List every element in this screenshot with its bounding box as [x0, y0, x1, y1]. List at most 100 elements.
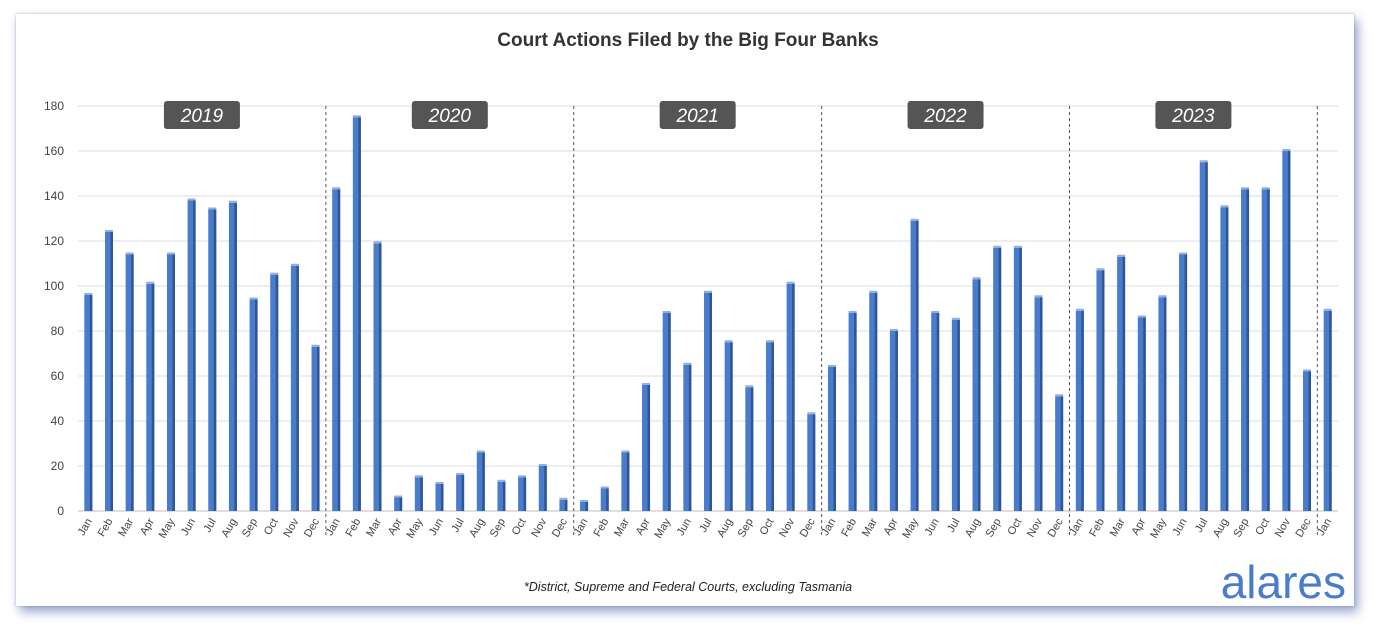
- bar-12: [332, 189, 341, 511]
- bar-top-32: [745, 385, 754, 388]
- bar-shade-55: [1225, 207, 1229, 511]
- x-tick-label-45: Oct: [1005, 517, 1024, 538]
- bar-shade-38: [874, 292, 878, 511]
- bar-14: [373, 243, 382, 511]
- x-tick-label-52: May: [1148, 516, 1169, 540]
- bar-shade-35: [812, 414, 816, 511]
- x-tick-label-3: Apr: [138, 516, 157, 537]
- bar-top-37: [848, 311, 857, 313]
- x-tick-label-33: Oct: [758, 517, 777, 538]
- y-tick-label-5: 100: [44, 279, 64, 293]
- year-label-2020: 2020: [428, 106, 472, 127]
- bar-shade-13: [358, 117, 361, 511]
- year-label-2021: 2021: [676, 106, 719, 127]
- x-tick-label-10: Nov: [281, 516, 301, 539]
- bar-top-13: [352, 115, 361, 118]
- bar-3: [146, 283, 155, 511]
- bar-top-43: [972, 277, 981, 280]
- bar-35: [807, 414, 816, 511]
- x-tick-label-7: Aug: [219, 517, 239, 540]
- bar-shade-0: [89, 295, 93, 511]
- x-tick-label-58: Nov: [1273, 516, 1293, 539]
- x-tick-label-13: Feb: [344, 517, 364, 539]
- bar-shade-22: [544, 466, 547, 511]
- bar-top-53: [1179, 252, 1188, 255]
- bar-top-19: [476, 450, 485, 453]
- bar-59: [1303, 371, 1312, 511]
- bar-top-15: [394, 495, 403, 498]
- bar-shade-23: [564, 499, 568, 511]
- bar-shade-54: [1205, 162, 1208, 511]
- x-tick-label-59: Dec: [1293, 516, 1313, 539]
- bar-18: [456, 475, 465, 511]
- bar-top-24: [580, 500, 589, 502]
- bar-top-56: [1241, 187, 1250, 190]
- x-tick-label-4: May: [157, 516, 178, 540]
- bar-19: [476, 452, 485, 511]
- x-tick-label-57: Oct: [1253, 517, 1272, 538]
- year-badge-2023: [1155, 101, 1232, 129]
- x-tick-label-14: Mar: [364, 516, 384, 539]
- bar-top-10: [290, 263, 299, 266]
- bar-45: [1013, 247, 1022, 511]
- bar-top-26: [621, 450, 630, 453]
- bar-23: [559, 499, 568, 511]
- bar-shade-6: [213, 209, 217, 511]
- y-tick-label-9: 180: [44, 99, 64, 113]
- bar-top-27: [642, 383, 651, 385]
- bar-top-38: [869, 290, 878, 293]
- bar-top-30: [704, 290, 712, 293]
- bar-shade-20: [502, 481, 506, 511]
- x-tick-label-1: Feb: [96, 517, 116, 539]
- bar-46: [1034, 297, 1043, 511]
- x-tick-label-50: Mar: [1108, 516, 1128, 539]
- bar-top-59: [1303, 369, 1312, 372]
- x-tick-label-38: Mar: [860, 516, 880, 539]
- bar-top-25: [600, 486, 609, 489]
- bar-shade-33: [771, 342, 774, 511]
- bar-shade-16: [420, 477, 423, 511]
- chart-footnote: *District, Supreme and Federal Courts, e…: [524, 580, 852, 594]
- y-tick-label-2: 40: [51, 414, 65, 428]
- x-tick-label-25: Feb: [591, 517, 611, 539]
- bar-27: [642, 385, 651, 511]
- bar-49: [1096, 270, 1105, 511]
- bar-top-60: [1323, 308, 1332, 311]
- x-tick-label-42: Jul: [945, 517, 962, 535]
- bar-top-0: [84, 293, 93, 295]
- bar-25: [600, 488, 609, 511]
- bar-shade-12: [337, 189, 341, 511]
- bar-top-28: [662, 311, 671, 313]
- x-tick-label-29: Jun: [675, 517, 694, 538]
- bar-shade-41: [936, 313, 940, 511]
- bar-shade-28: [668, 313, 671, 511]
- x-tick-label-9: Oct: [262, 517, 281, 538]
- bar-top-33: [765, 340, 774, 343]
- bar-53: [1179, 254, 1188, 511]
- bar-shade-60: [1329, 310, 1332, 511]
- bar-shade-47: [1060, 396, 1064, 511]
- year-badge-2022: [907, 101, 984, 129]
- bar-33: [765, 342, 774, 511]
- year-label-2023: 2023: [1171, 106, 1215, 127]
- bar-55: [1220, 207, 1229, 511]
- bar-shade-18: [461, 475, 465, 511]
- x-tick-label-36: Jan: [819, 517, 838, 538]
- y-tick-label-4: 80: [51, 324, 65, 338]
- bar-top-55: [1220, 205, 1229, 208]
- bar-shade-52: [1163, 297, 1167, 511]
- bar-shade-24: [585, 502, 589, 511]
- bar-top-52: [1158, 295, 1167, 298]
- x-tick-label-54: Jul: [1193, 517, 1210, 535]
- bar-shade-56: [1246, 189, 1250, 511]
- x-tick-label-37: Feb: [839, 517, 859, 539]
- bar-38: [869, 292, 878, 511]
- year-label-2019: 2019: [180, 106, 224, 127]
- bar-top-57: [1261, 187, 1270, 190]
- chart-title: Court Actions Filed by the Big Four Bank…: [497, 30, 878, 51]
- x-tick-label-0: Jan: [76, 517, 95, 538]
- bar-shade-49: [1101, 270, 1105, 511]
- bar-top-18: [456, 473, 465, 475]
- x-tick-label-2: Mar: [116, 516, 136, 539]
- x-tick-label-24: Jan: [571, 517, 590, 538]
